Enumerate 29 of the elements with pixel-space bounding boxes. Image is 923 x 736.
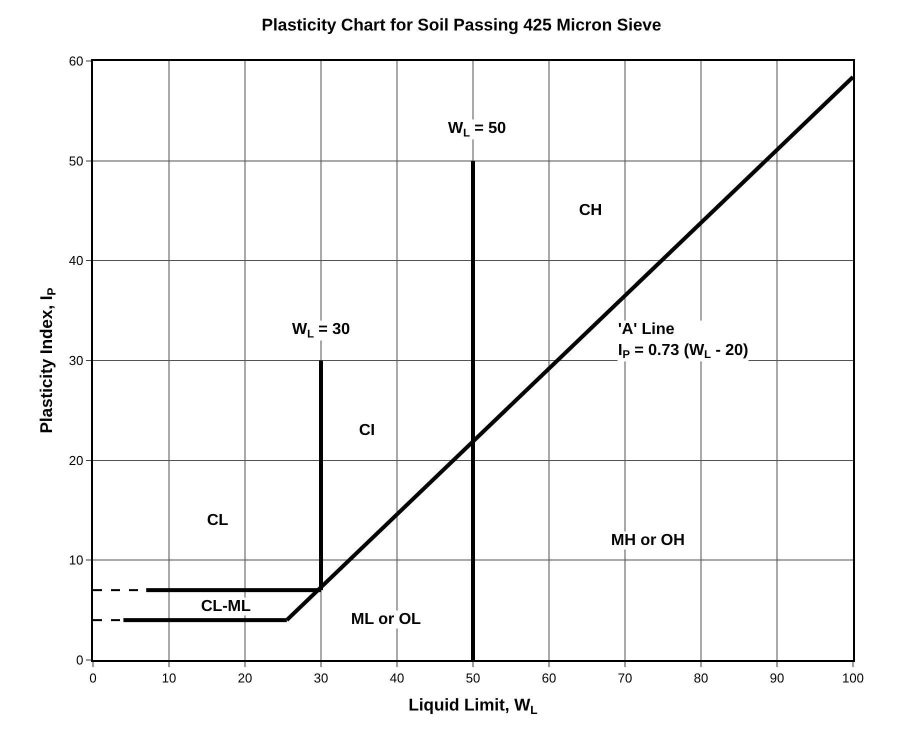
annotation: CI xyxy=(359,422,375,439)
x-tick-label: 80 xyxy=(694,670,708,686)
x-tick-label: 30 xyxy=(314,670,328,686)
y-tick-label: 60 xyxy=(68,54,84,69)
y-tick-label: 50 xyxy=(68,153,84,168)
y-tick-label: 40 xyxy=(68,253,84,268)
annotation: W$_{L}$ = 50 xyxy=(448,120,506,140)
x-tick-label: 50 xyxy=(466,670,480,686)
x-tick-label: 10 xyxy=(162,670,176,686)
x-tick-label: 100 xyxy=(842,670,864,686)
x-tick-label: 0 xyxy=(89,670,97,686)
y-tick-label: 20 xyxy=(68,452,84,468)
y-tick-label: 30 xyxy=(68,353,84,368)
x-tick-label: 20 xyxy=(238,670,252,686)
x-tick-label: 60 xyxy=(542,670,556,686)
annotation: ML or OL xyxy=(351,611,422,628)
x-tick-label: 40 xyxy=(390,670,404,686)
annotation: CL xyxy=(207,512,229,529)
y-tick-label: 0 xyxy=(76,652,84,668)
annotation: MH or OH xyxy=(611,532,685,549)
annotation: CL-ML xyxy=(201,598,251,615)
x-tick-label: 90 xyxy=(770,670,784,686)
x-axis-title: Liquid Limit, W$_{L}$ xyxy=(408,696,538,718)
annotation: W$_{L}$ = 30 xyxy=(292,321,350,340)
annotation: CH xyxy=(579,202,602,219)
annotation: 'A' Line I$_{P}$ = 0.73 (W$_{L}$ - 20) xyxy=(618,321,748,362)
y-tick-label: 10 xyxy=(68,552,84,568)
chart-title: Plasticity Chart for Soil Passing 425 Micron Sieve xyxy=(262,15,662,34)
x-tick-label: 70 xyxy=(618,670,632,686)
